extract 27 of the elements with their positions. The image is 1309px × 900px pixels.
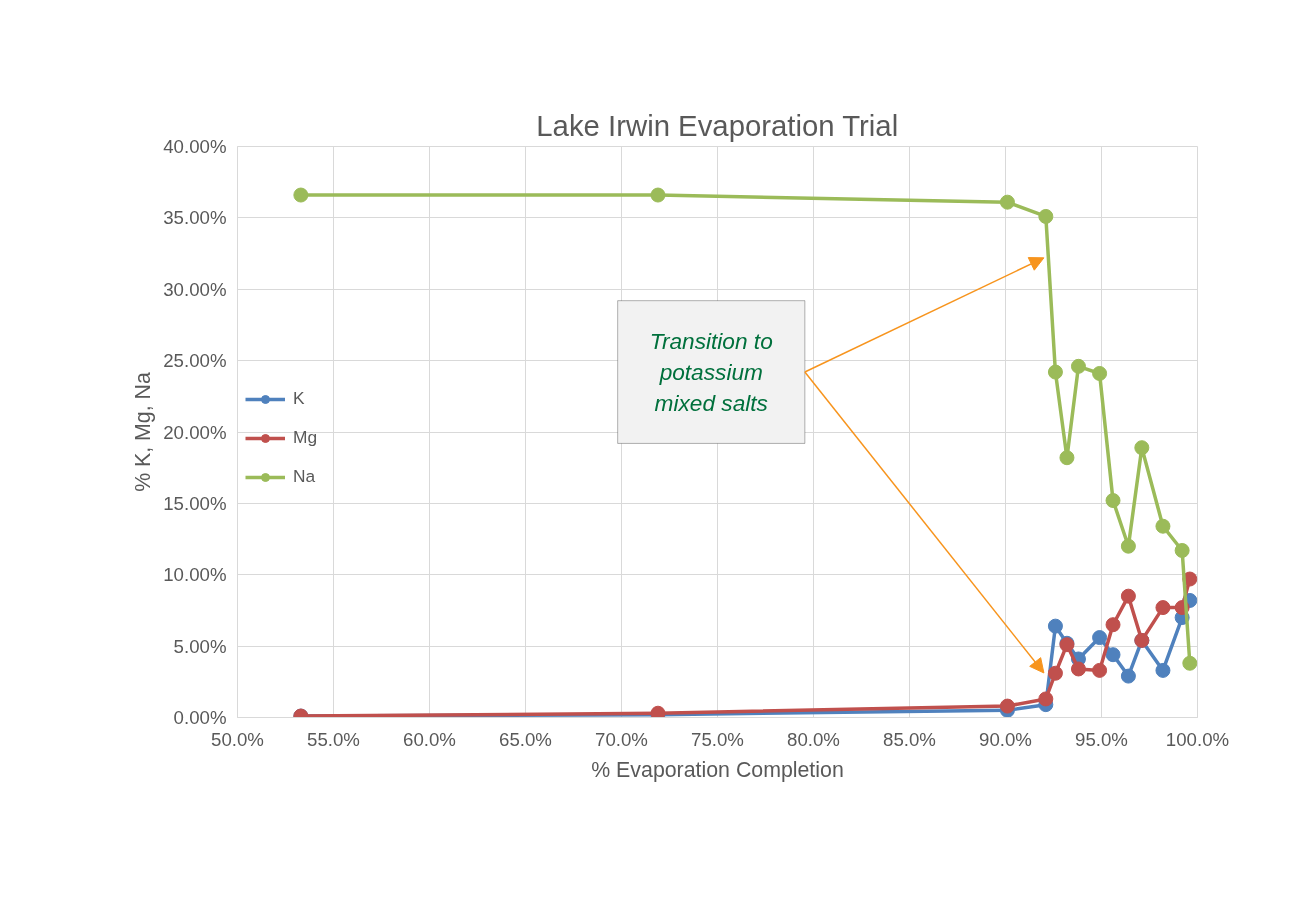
y-tick-label: 20.00%	[163, 421, 227, 443]
x-tick-label: 85.0%	[883, 728, 936, 750]
x-tick-label: 55.0%	[307, 728, 360, 750]
y-axis-title: % K, Mg, Na	[131, 372, 156, 492]
x-axis-title: % Evaporation Completion	[591, 757, 844, 782]
x-tick-label: 50.0%	[211, 728, 264, 750]
x-tick-label: 80.0%	[787, 728, 840, 750]
y-tick-label: 0.00%	[173, 707, 227, 728]
y-tick-label: 15.00%	[163, 492, 227, 514]
y-tick-label: 40.00%	[163, 136, 227, 157]
x-tick-label: 90.0%	[979, 728, 1032, 750]
y-tick-label: 30.00%	[163, 278, 227, 300]
x-tick-label: 65.0%	[499, 728, 552, 750]
x-tick-label: 70.0%	[595, 728, 648, 750]
y-tick-label: 35.00%	[163, 207, 227, 229]
x-tick-label: 100.0%	[1165, 728, 1230, 750]
y-tick-label: 5.00%	[173, 635, 227, 657]
x-tick-label: 75.0%	[691, 728, 744, 750]
x-tick-label: 95.0%	[1075, 728, 1128, 750]
x-tick-label: 60.0%	[403, 728, 456, 750]
legend-label: Na	[293, 466, 316, 487]
y-tick-label: 10.00%	[163, 564, 227, 586]
legend-label: K	[293, 388, 306, 409]
legend-label: Mg	[293, 427, 318, 448]
y-tick-label: 25.00%	[163, 350, 227, 372]
annotation: Transition to potassium mixed salts	[649, 327, 773, 417]
chart-title: Lake Irwin Evaporation Trial	[536, 108, 899, 142]
